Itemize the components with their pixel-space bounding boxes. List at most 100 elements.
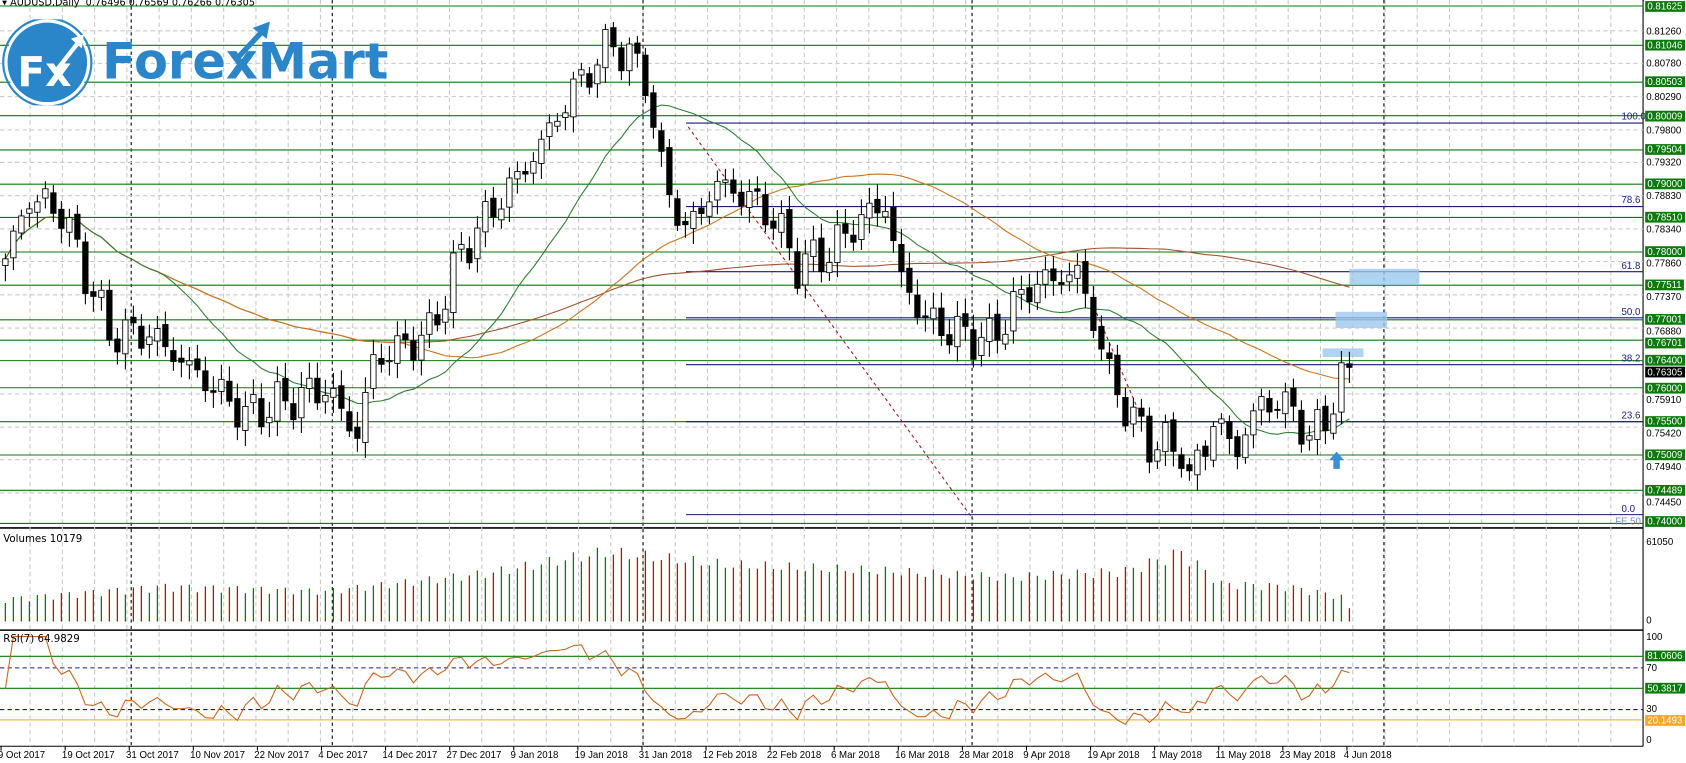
- bear-candle[interactable]: [818, 237, 825, 273]
- bear-candle[interactable]: [618, 47, 625, 72]
- bull-candle[interactable]: [330, 387, 337, 398]
- bull-candle[interactable]: [602, 29, 609, 69]
- bull-candle[interactable]: [706, 201, 713, 217]
- bear-candle[interactable]: [74, 213, 81, 240]
- bear-candle[interactable]: [378, 358, 385, 365]
- bear-candle[interactable]: [682, 220, 689, 226]
- bear-candle[interactable]: [234, 398, 241, 428]
- bear-candle[interactable]: [842, 223, 849, 234]
- bear-candle[interactable]: [1138, 407, 1145, 417]
- bear-candle[interactable]: [890, 206, 897, 242]
- bear-candle[interactable]: [1202, 445, 1209, 457]
- bull-candle[interactable]: [1330, 413, 1337, 434]
- bull-candle[interactable]: [1130, 406, 1137, 425]
- bull-candle[interactable]: [394, 335, 401, 364]
- bear-candle[interactable]: [178, 357, 185, 363]
- bull-candle[interactable]: [530, 161, 537, 174]
- bull-candle[interactable]: [1034, 283, 1041, 304]
- bear-candle[interactable]: [786, 209, 793, 249]
- bear-candle[interactable]: [1226, 421, 1233, 440]
- bull-candle[interactable]: [1194, 449, 1201, 476]
- bull-candle[interactable]: [746, 191, 753, 208]
- bull-candle[interactable]: [1162, 422, 1169, 453]
- bull-candle[interactable]: [10, 230, 17, 259]
- bull-candle[interactable]: [810, 239, 817, 258]
- bull-candle[interactable]: [1042, 269, 1049, 285]
- bull-candle[interactable]: [42, 188, 49, 199]
- bear-candle[interactable]: [610, 27, 617, 48]
- bear-candle[interactable]: [674, 198, 681, 226]
- bear-candle[interactable]: [1122, 397, 1129, 427]
- bear-candle[interactable]: [1298, 409, 1305, 445]
- bull-candle[interactable]: [826, 262, 833, 274]
- bear-candle[interactable]: [1026, 287, 1033, 303]
- bull-candle[interactable]: [34, 201, 41, 213]
- bull-candle[interactable]: [1258, 396, 1265, 411]
- bull-candle[interactable]: [866, 202, 873, 219]
- bull-candle[interactable]: [266, 416, 273, 424]
- bull-candle[interactable]: [1306, 435, 1313, 441]
- bear-candle[interactable]: [1178, 454, 1185, 469]
- bear-candle[interactable]: [114, 338, 121, 353]
- bear-candle[interactable]: [258, 398, 265, 428]
- bull-candle[interactable]: [506, 177, 513, 208]
- bull-candle[interactable]: [690, 210, 697, 229]
- bull-candle[interactable]: [578, 69, 585, 76]
- bull-candle[interactable]: [986, 317, 993, 342]
- bear-candle[interactable]: [1186, 464, 1193, 472]
- bear-candle[interactable]: [90, 291, 97, 297]
- bull-candle[interactable]: [954, 315, 961, 348]
- bull-candle[interactable]: [778, 213, 785, 233]
- bull-candle[interactable]: [426, 312, 433, 335]
- bear-candle[interactable]: [338, 385, 345, 409]
- bear-candle[interactable]: [1266, 397, 1273, 413]
- bear-candle[interactable]: [138, 325, 145, 349]
- bear-candle[interactable]: [946, 334, 953, 346]
- bull-candle[interactable]: [570, 78, 577, 118]
- bear-candle[interactable]: [962, 313, 969, 327]
- bear-candle[interactable]: [650, 92, 657, 128]
- bull-candle[interactable]: [722, 179, 729, 183]
- bear-candle[interactable]: [730, 179, 737, 194]
- bull-candle[interactable]: [2, 258, 9, 267]
- bull-candle[interactable]: [538, 138, 545, 164]
- bear-candle[interactable]: [970, 329, 977, 360]
- bull-candle[interactable]: [498, 208, 505, 221]
- bear-candle[interactable]: [410, 340, 417, 361]
- bull-candle[interactable]: [562, 112, 569, 118]
- bull-candle[interactable]: [1002, 333, 1009, 345]
- bull-candle[interactable]: [218, 378, 225, 392]
- bull-candle[interactable]: [250, 394, 257, 404]
- bull-candle[interactable]: [1210, 426, 1217, 461]
- bull-candle[interactable]: [802, 253, 809, 286]
- bear-candle[interactable]: [434, 314, 441, 326]
- bear-candle[interactable]: [130, 316, 137, 324]
- bear-candle[interactable]: [770, 220, 777, 229]
- bear-candle[interactable]: [922, 315, 929, 319]
- bear-candle[interactable]: [906, 267, 913, 293]
- bull-candle[interactable]: [274, 381, 281, 422]
- bull-candle[interactable]: [98, 289, 105, 298]
- bull-candle[interactable]: [554, 120, 561, 127]
- bull-candle[interactable]: [714, 180, 721, 201]
- bear-candle[interactable]: [1090, 296, 1097, 331]
- bear-candle[interactable]: [794, 251, 801, 289]
- bull-candle[interactable]: [474, 227, 481, 260]
- bull-candle[interactable]: [1282, 391, 1289, 415]
- bull-candle[interactable]: [594, 64, 601, 85]
- bear-candle[interactable]: [1290, 387, 1297, 407]
- bull-candle[interactable]: [18, 215, 25, 234]
- bear-candle[interactable]: [762, 194, 769, 226]
- bull-candle[interactable]: [1250, 410, 1257, 436]
- bear-candle[interactable]: [666, 147, 673, 196]
- bear-candle[interactable]: [1146, 415, 1153, 463]
- bear-candle[interactable]: [162, 324, 169, 348]
- bear-candle[interactable]: [226, 380, 233, 402]
- bull-candle[interactable]: [306, 377, 313, 389]
- bear-candle[interactable]: [634, 42, 641, 54]
- bull-candle[interactable]: [370, 354, 377, 389]
- bear-candle[interactable]: [354, 426, 361, 439]
- bear-candle[interactable]: [1098, 326, 1105, 350]
- bear-candle[interactable]: [874, 198, 881, 214]
- bull-candle[interactable]: [930, 307, 937, 320]
